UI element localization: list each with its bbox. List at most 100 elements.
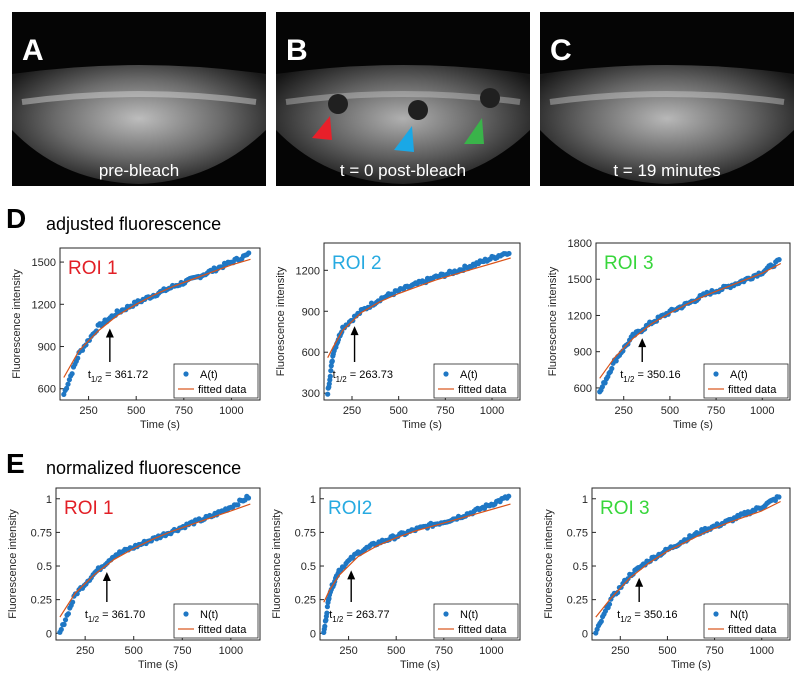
roi-label: ROI 3 — [600, 498, 650, 519]
chart-1: 250 500 750 1000 600 900 1200 1500 Time (s) Fluor… — [11, 247, 261, 431]
legend-marker-data — [443, 611, 449, 617]
data-point — [776, 494, 782, 500]
legend-label-data: N(t) — [200, 609, 218, 621]
roi-label: ROI 1 — [64, 498, 114, 519]
y-axis-label: Fluorescence intensity — [7, 509, 19, 619]
x-tick-label: 500 — [127, 405, 145, 417]
chart-5: 250 500 750 1000 0 0.25 0.5 0.75 1 Time (s) Fluore… — [271, 487, 521, 671]
y-tick-label: 900 — [38, 342, 56, 354]
fitted-curve — [323, 503, 511, 603]
data-point — [235, 502, 241, 508]
legend-label-data: N(t) — [460, 609, 478, 621]
x-tick-label: 750 — [173, 645, 191, 657]
legend-label-fit: fitted data — [728, 384, 777, 396]
data-point — [58, 626, 64, 633]
data-point — [83, 342, 89, 348]
y-axis-label: Fluorescence intensity — [271, 509, 283, 619]
t-half-label: t1/2 = 350.16 — [620, 369, 680, 384]
data-point — [615, 589, 621, 596]
legend-marker-data — [713, 371, 719, 377]
data-point — [326, 381, 332, 387]
roi-label: ROI 1 — [68, 258, 118, 279]
x-axis-label: Time (s) — [402, 419, 442, 431]
t-half-arrowhead — [347, 570, 356, 580]
legend-label-data: A(t) — [460, 369, 478, 381]
t-half-label: t1/2 = 361.70 — [85, 609, 145, 624]
data-point — [328, 363, 334, 369]
photo-panel-c: C t = 19 minutes — [540, 12, 794, 186]
x-tick-label: 500 — [387, 645, 405, 657]
data-point — [613, 358, 619, 364]
y-axis-label: Fluorescence intensity — [543, 509, 555, 619]
x-tick-label: 500 — [658, 645, 676, 657]
arrowhead-red-icon — [312, 116, 332, 140]
data-point — [61, 621, 67, 628]
data-point — [75, 355, 81, 361]
x-tick-label: 750 — [436, 405, 454, 417]
fitted-curve — [327, 257, 511, 358]
panel-caption-a: pre-bleach — [99, 161, 179, 180]
photo-b-graphic: B t = 0 post-bleach — [276, 12, 530, 186]
y-tick-label: 900 — [574, 347, 592, 359]
y-tick-label: 1 — [310, 494, 316, 506]
arrowhead-blue-icon — [394, 126, 414, 152]
data-point — [61, 391, 67, 397]
panel-letter-b: B — [286, 34, 308, 67]
data-point — [93, 328, 99, 334]
bleach-spot-2 — [408, 100, 428, 120]
x-axis-label: Time (s) — [673, 419, 713, 431]
t-half-arrowhead — [635, 577, 644, 587]
data-point — [322, 623, 328, 629]
legend-label-data: A(t) — [730, 369, 748, 381]
y-tick-label: 0.75 — [31, 527, 52, 539]
data-point — [324, 610, 330, 616]
y-axis-label: Fluorescence intensity — [11, 269, 23, 379]
photo-panel-a: A pre-bleach — [12, 12, 266, 186]
x-tick-label: 500 — [125, 645, 143, 657]
fitted-curve — [63, 258, 251, 378]
y-tick-label: 600 — [302, 347, 320, 359]
data-point — [62, 617, 69, 623]
fitted-curve — [595, 500, 781, 618]
y-tick-label: 0.25 — [567, 595, 588, 607]
t-half-label: t1/2 = 350.16 — [617, 609, 677, 624]
x-axis-label: Time (s) — [400, 659, 440, 671]
bleach-spot-1 — [328, 94, 348, 114]
y-tick-label: 1 — [46, 494, 52, 506]
legend-box — [433, 363, 519, 399]
photo-a-graphic: A pre-bleach — [12, 12, 266, 186]
roi-label: ROI 2 — [332, 253, 382, 274]
roi-label: ROI2 — [328, 498, 372, 519]
x-tick-label: 1000 — [479, 645, 503, 657]
data-point — [506, 250, 512, 257]
y-tick-label: 0.25 — [31, 595, 52, 607]
legend-box — [173, 603, 259, 639]
x-tick-label: 750 — [707, 405, 725, 417]
t-half-label: t1/2 = 263.73 — [333, 369, 393, 384]
y-tick-label: 1200 — [568, 310, 592, 322]
x-tick-label: 250 — [79, 405, 97, 417]
data-point — [66, 377, 72, 383]
y-tick-label: 0.25 — [295, 595, 316, 607]
data-point — [606, 601, 613, 607]
data-point — [602, 608, 609, 614]
data-point — [65, 611, 71, 617]
y-tick-label: 1500 — [568, 274, 592, 286]
data-point — [246, 250, 252, 256]
x-tick-label: 250 — [615, 405, 633, 417]
x-tick-label: 750 — [705, 645, 723, 657]
x-tick-label: 1000 — [750, 405, 774, 417]
x-tick-label: 1000 — [219, 645, 243, 657]
x-axis-label: Time (s) — [671, 659, 711, 671]
x-tick-label: 500 — [389, 405, 407, 417]
x-tick-label: 1000 — [219, 405, 243, 417]
t-half-arrowhead — [350, 326, 359, 336]
panel-letter-c: C — [550, 34, 572, 67]
data-point — [69, 371, 75, 377]
y-tick-label: 1200 — [32, 299, 56, 311]
x-tick-label: 1000 — [749, 645, 773, 657]
data-point — [65, 381, 71, 387]
t-half-arrowhead — [105, 328, 114, 338]
data-point — [506, 493, 512, 499]
